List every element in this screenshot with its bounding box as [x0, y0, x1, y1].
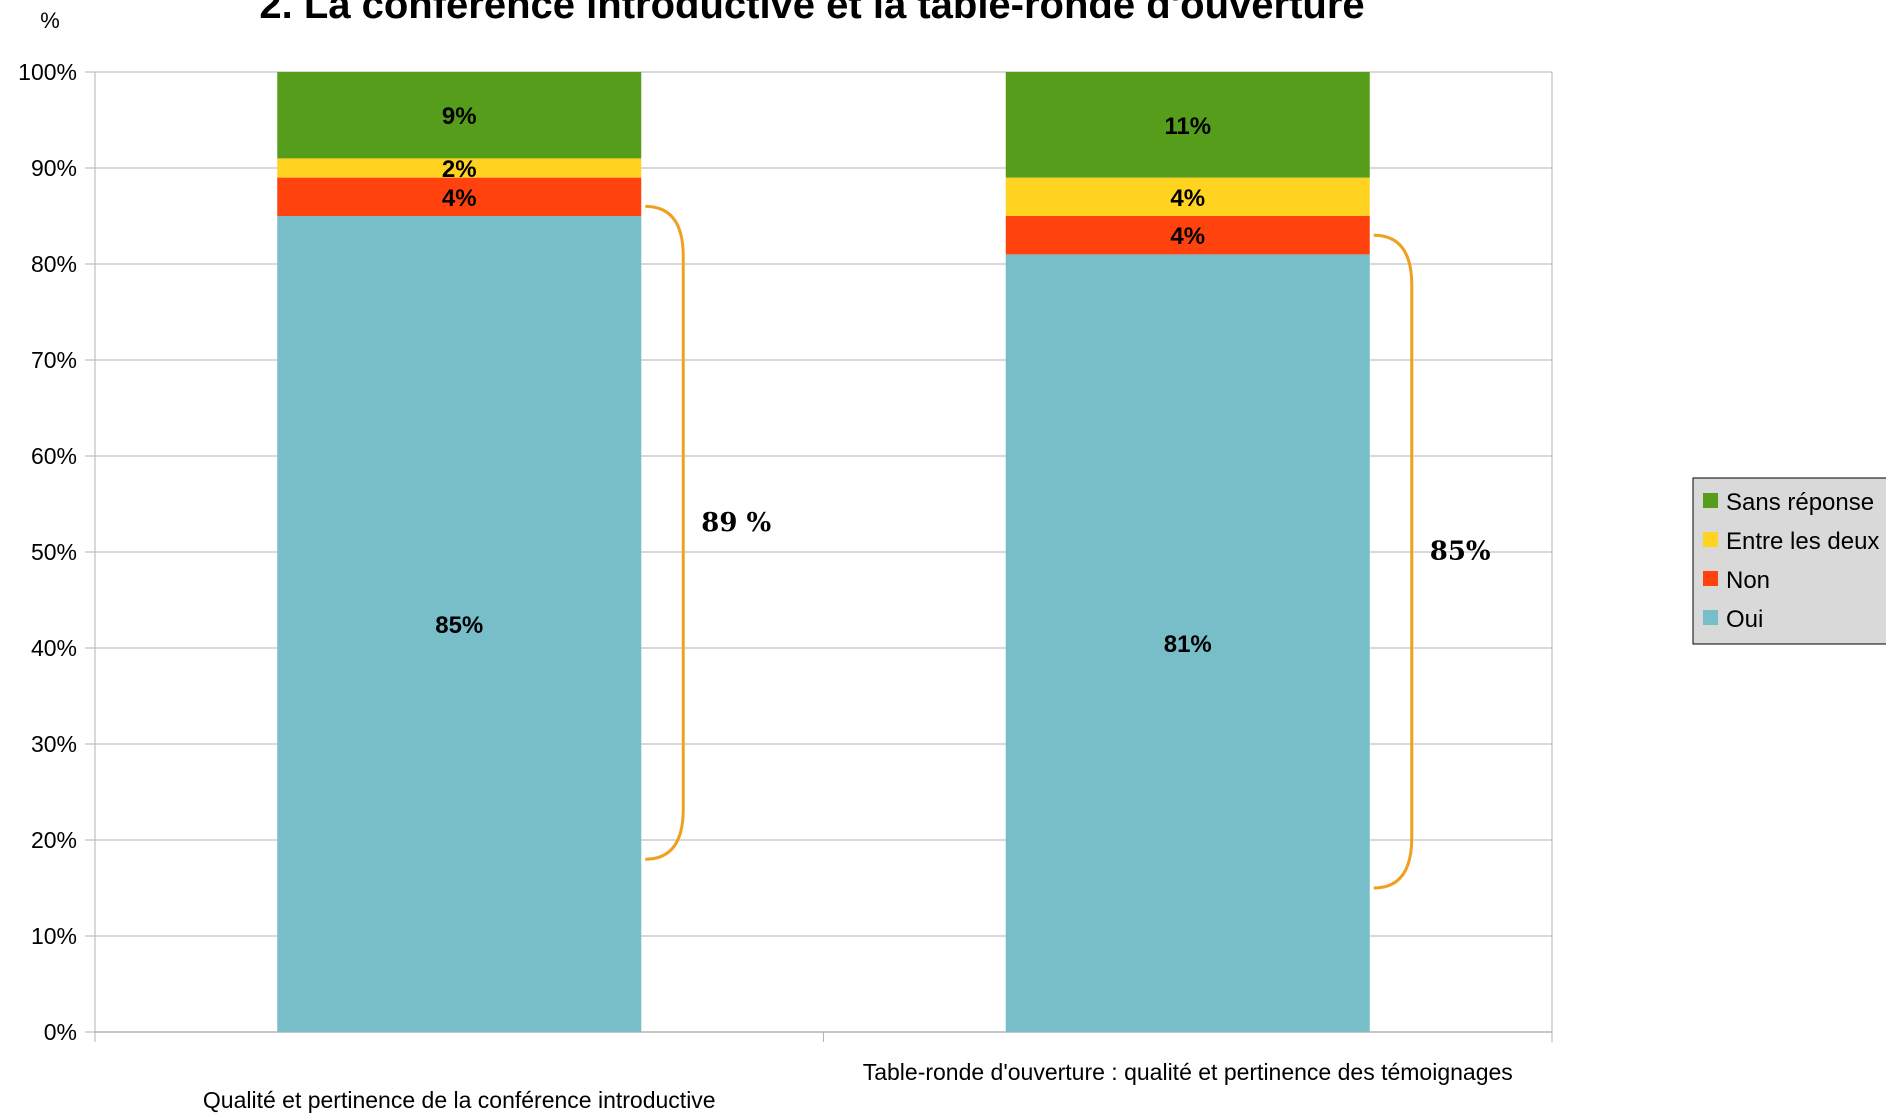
legend-label: Entre les deux — [1726, 528, 1879, 555]
bar-segment — [277, 72, 642, 159]
y-tick-label: 20% — [31, 827, 77, 853]
y-tick-label: 50% — [31, 539, 77, 565]
bracket — [1373, 233, 1414, 890]
bar-segment — [1005, 72, 1370, 178]
data-label: 2% — [442, 156, 477, 183]
bracket-label: 89 % — [701, 508, 771, 538]
legend-box — [1692, 477, 1886, 645]
bar-segment — [277, 177, 642, 216]
data-label: 85% — [435, 612, 483, 639]
legend-swatch — [1703, 493, 1718, 508]
y-ticks: 0% 10% 20% 30% 40% 50% 60% 70% 80% 90% 100% — [18, 59, 77, 1045]
legend-swatch — [1703, 571, 1718, 586]
data-label: 11% — [1164, 113, 1211, 140]
legend-label: Sans réponse — [1726, 489, 1874, 516]
bar-segment — [277, 158, 642, 178]
bracket-label: 85% — [1430, 537, 1491, 567]
y-tick-label: 70% — [31, 347, 77, 373]
bars: 85%4%2%9%81%4%4%11% — [277, 72, 1370, 1032]
chart-title: 2. La conférence introductive et la tabl… — [259, 0, 1364, 27]
legend: Sans réponse Entre les deux Non Oui — [1692, 477, 1886, 645]
x-category-label: Qualité et pertinence de la conférence i… — [203, 1087, 716, 1113]
y-tick-label: 100% — [18, 59, 77, 85]
legend-label: Non — [1726, 567, 1770, 594]
y-tick-label: 10% — [31, 923, 77, 949]
legend-swatch — [1703, 610, 1718, 625]
brackets: 89 % 85% — [645, 204, 1491, 890]
y-tick-label: 0% — [44, 1019, 77, 1045]
x-category-label: Table-ronde d'ouverture : qualité et per… — [863, 1059, 1513, 1085]
bar-segment — [1005, 216, 1370, 255]
y-tick-label: 90% — [31, 155, 77, 181]
bar-segment — [277, 216, 642, 1032]
x-labels: Qualité et pertinence de la conférence i… — [203, 1059, 1513, 1113]
data-label: 4% — [1170, 185, 1205, 212]
y-tick-label: 40% — [31, 635, 77, 661]
bracket — [645, 204, 685, 861]
data-label: 4% — [1170, 223, 1205, 250]
legend-label: Oui — [1726, 606, 1763, 633]
legend-swatch — [1703, 532, 1718, 547]
y-axis-label: % — [40, 8, 60, 33]
y-tick-label: 30% — [31, 731, 77, 757]
bar-segment — [1005, 254, 1370, 1032]
data-label: 9% — [442, 103, 477, 130]
data-label: 81% — [1164, 631, 1212, 658]
data-label: 4% — [442, 185, 477, 212]
y-tick-label: 60% — [31, 443, 77, 469]
y-tick-label: 80% — [31, 251, 77, 277]
bar-segment — [1005, 177, 1370, 216]
